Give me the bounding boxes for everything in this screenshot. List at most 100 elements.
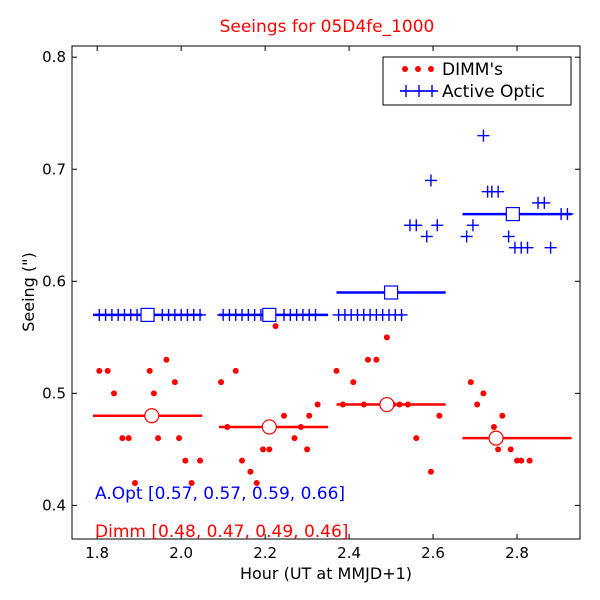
ao-median-marker xyxy=(383,285,399,300)
dimm-point xyxy=(110,390,117,397)
ao-point xyxy=(477,129,490,142)
ao-point xyxy=(395,308,408,321)
dimm-point xyxy=(253,479,260,486)
chart-title: Seeings for 05D4fe_1000 xyxy=(220,17,435,37)
x-tick-label: 2.8 xyxy=(505,544,529,562)
legend-dimm-marker xyxy=(402,66,434,72)
dimm-point xyxy=(281,412,288,419)
dimm-point xyxy=(499,412,506,419)
dimm-point xyxy=(314,401,321,408)
dimm-point xyxy=(526,457,533,464)
dimm-point xyxy=(383,334,390,341)
dimm-point xyxy=(436,412,443,419)
dimm-point xyxy=(490,423,497,430)
dimm-point xyxy=(339,401,346,408)
dimm-point xyxy=(306,412,313,419)
dimm-point xyxy=(514,457,521,464)
ao-point xyxy=(420,230,433,243)
legend-frame xyxy=(382,56,572,106)
ao-point xyxy=(431,219,444,232)
y-axis-label: Seeing (") xyxy=(19,252,38,332)
y-tick-label: 0.5 xyxy=(42,384,66,402)
dimm-point xyxy=(495,446,502,453)
ao-point xyxy=(492,185,505,198)
dimm-point xyxy=(396,401,403,408)
ao-median-marker xyxy=(140,307,155,323)
dimm-point xyxy=(427,468,434,475)
dimm-point xyxy=(131,479,138,486)
dimm-point xyxy=(218,379,225,386)
x-tick-label: 2.0 xyxy=(169,544,193,562)
dimm-point xyxy=(104,367,111,374)
dimm-point xyxy=(260,446,267,453)
dimm-point xyxy=(350,379,357,386)
dimm-point xyxy=(171,379,178,386)
ao-point xyxy=(538,196,551,209)
dimm-point xyxy=(373,356,380,363)
ao-point xyxy=(309,308,322,321)
y-tick-label: 0.6 xyxy=(42,272,66,290)
dimm-point xyxy=(404,401,411,408)
x-tick-label: 1.8 xyxy=(85,544,109,562)
ao-point xyxy=(410,219,423,232)
dimm-point xyxy=(507,446,514,453)
dimm-median-marker xyxy=(488,430,504,446)
dimm-point xyxy=(224,423,231,430)
dimm-point xyxy=(197,457,204,464)
dimm-point xyxy=(125,435,132,442)
dimm-point xyxy=(360,401,367,408)
dimm-point xyxy=(364,356,371,363)
y-tick-label: 0.8 xyxy=(42,48,66,66)
dimm-median-marker xyxy=(144,408,160,424)
ao-point xyxy=(561,208,574,221)
plot-frame xyxy=(71,45,581,540)
y-tick-label: 0.7 xyxy=(42,160,66,178)
ao-point xyxy=(194,308,207,321)
legend-dimm-label: DIMM's xyxy=(442,60,503,80)
dimm-point xyxy=(119,435,126,442)
plot-content xyxy=(92,129,574,486)
legend-dimm-dot xyxy=(428,66,434,72)
legend-dimm-dot xyxy=(402,66,408,72)
legend-dimm-dot xyxy=(415,66,421,72)
dimm-median-marker xyxy=(261,419,277,435)
x-axis-label: Hour (UT at MMJD+1) xyxy=(240,564,412,583)
dimm-point xyxy=(413,435,420,442)
ao-point xyxy=(502,230,515,243)
dimm-point xyxy=(304,446,311,453)
axis-ticks: 1.8 2.0 2.2 2.4 2.6 2.8 0.4 0.5 0.6 0.7 0.8 xyxy=(42,46,580,562)
x-tick-label: 2.2 xyxy=(253,544,277,562)
dimm-point xyxy=(239,457,246,464)
dimm-point xyxy=(155,435,162,442)
dimm-point xyxy=(232,367,239,374)
dimm-point xyxy=(188,479,195,486)
dimm-point xyxy=(518,457,525,464)
ao-point xyxy=(544,241,557,254)
dimm-point xyxy=(182,457,189,464)
dimm-median-marker xyxy=(379,396,395,413)
dimm-point xyxy=(96,367,103,374)
dimm-point xyxy=(247,468,254,475)
dimm-point xyxy=(474,401,481,408)
dimm-medians-annotation: Dimm [0.48, 0.47, 0.49, 0.46] xyxy=(95,522,348,542)
ao-point xyxy=(424,174,437,187)
dimm-point xyxy=(297,423,304,430)
dimm-point xyxy=(467,379,474,386)
dimm-point xyxy=(163,356,170,363)
ao-point xyxy=(521,241,534,254)
legend: DIMM's Active Optic xyxy=(382,56,572,106)
x-tick-label: 2.6 xyxy=(421,544,445,562)
dimm-point xyxy=(291,435,298,442)
ao-median-marker xyxy=(262,307,277,323)
legend-ao-marker xyxy=(400,85,438,97)
ao-median-marker xyxy=(505,206,520,222)
dimm-point xyxy=(150,390,157,397)
y-tick-label: 0.4 xyxy=(42,496,66,514)
ao-point xyxy=(466,219,479,232)
aopt-medians-annotation: A.Opt [0.57, 0.57, 0.59, 0.66] xyxy=(95,484,345,504)
dimm-point xyxy=(272,323,279,330)
dimm-point xyxy=(176,435,183,442)
x-tick-label: 2.4 xyxy=(337,544,361,562)
ao-point xyxy=(460,230,473,243)
